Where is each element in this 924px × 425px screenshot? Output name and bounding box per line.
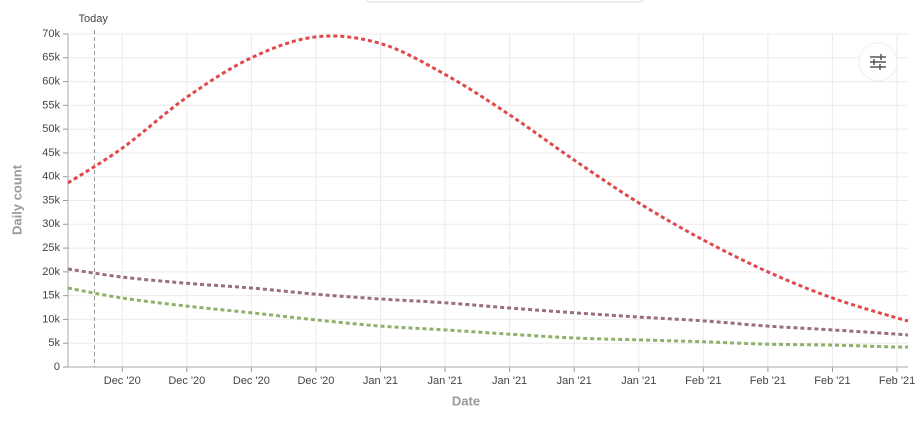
lines xyxy=(67,34,909,349)
x-tick-label: Jan '21 xyxy=(621,375,656,387)
y-tick-label: 30k xyxy=(42,218,60,230)
y-tick-label: 25k xyxy=(42,242,60,254)
x-tick-label: Jan '21 xyxy=(363,375,398,387)
x-tick-label: Jan '21 xyxy=(492,375,527,387)
y-tick-label: 55k xyxy=(42,99,60,111)
y-tick-label: 70k xyxy=(42,28,60,40)
labels: 0 5k 10k 15k 20k 25k 30k 35k 40k 45k 50k 55k 60k 65k 7… xyxy=(42,13,915,387)
y-tick-label: 5k xyxy=(48,337,60,349)
y-tick-label: 65k xyxy=(42,52,60,64)
y-tick-label: 10k xyxy=(42,313,60,325)
x-tick-label: Feb '21 xyxy=(814,375,850,387)
x-tick-label: Feb '21 xyxy=(879,375,915,387)
today-label: Today xyxy=(78,13,108,25)
series-line xyxy=(67,267,909,337)
y-tick-label: 45k xyxy=(42,147,60,159)
x-tick-label: Jan '21 xyxy=(557,375,592,387)
y-tick-label: 20k xyxy=(42,266,60,278)
x-axis-title: Date xyxy=(452,393,480,408)
x-tick-label: Feb '21 xyxy=(685,375,721,387)
x-tick-label: Feb '21 xyxy=(750,375,786,387)
x-tick-label: Dec '20 xyxy=(297,375,334,387)
y-tick-label: 40k xyxy=(42,171,60,183)
y-tick-label: 0 xyxy=(54,361,60,373)
y-tick-label: 60k xyxy=(42,75,60,87)
settings-icon xyxy=(870,54,886,70)
x-tick-label: Dec '20 xyxy=(104,375,141,387)
series-line xyxy=(67,34,909,323)
settings-button[interactable] xyxy=(858,42,898,82)
y-tick-label: 35k xyxy=(42,194,60,206)
x-tick-label: Jan '21 xyxy=(427,375,462,387)
grid xyxy=(63,30,908,372)
x-tick-label: Dec '20 xyxy=(233,375,270,387)
tooltip-edge xyxy=(366,0,644,3)
y-tick-label: 50k xyxy=(42,123,60,135)
x-tick-label: Dec '20 xyxy=(168,375,205,387)
y-axis-title: Daily count xyxy=(9,164,24,235)
series-line xyxy=(67,286,909,349)
y-tick-label: 15k xyxy=(42,290,60,302)
